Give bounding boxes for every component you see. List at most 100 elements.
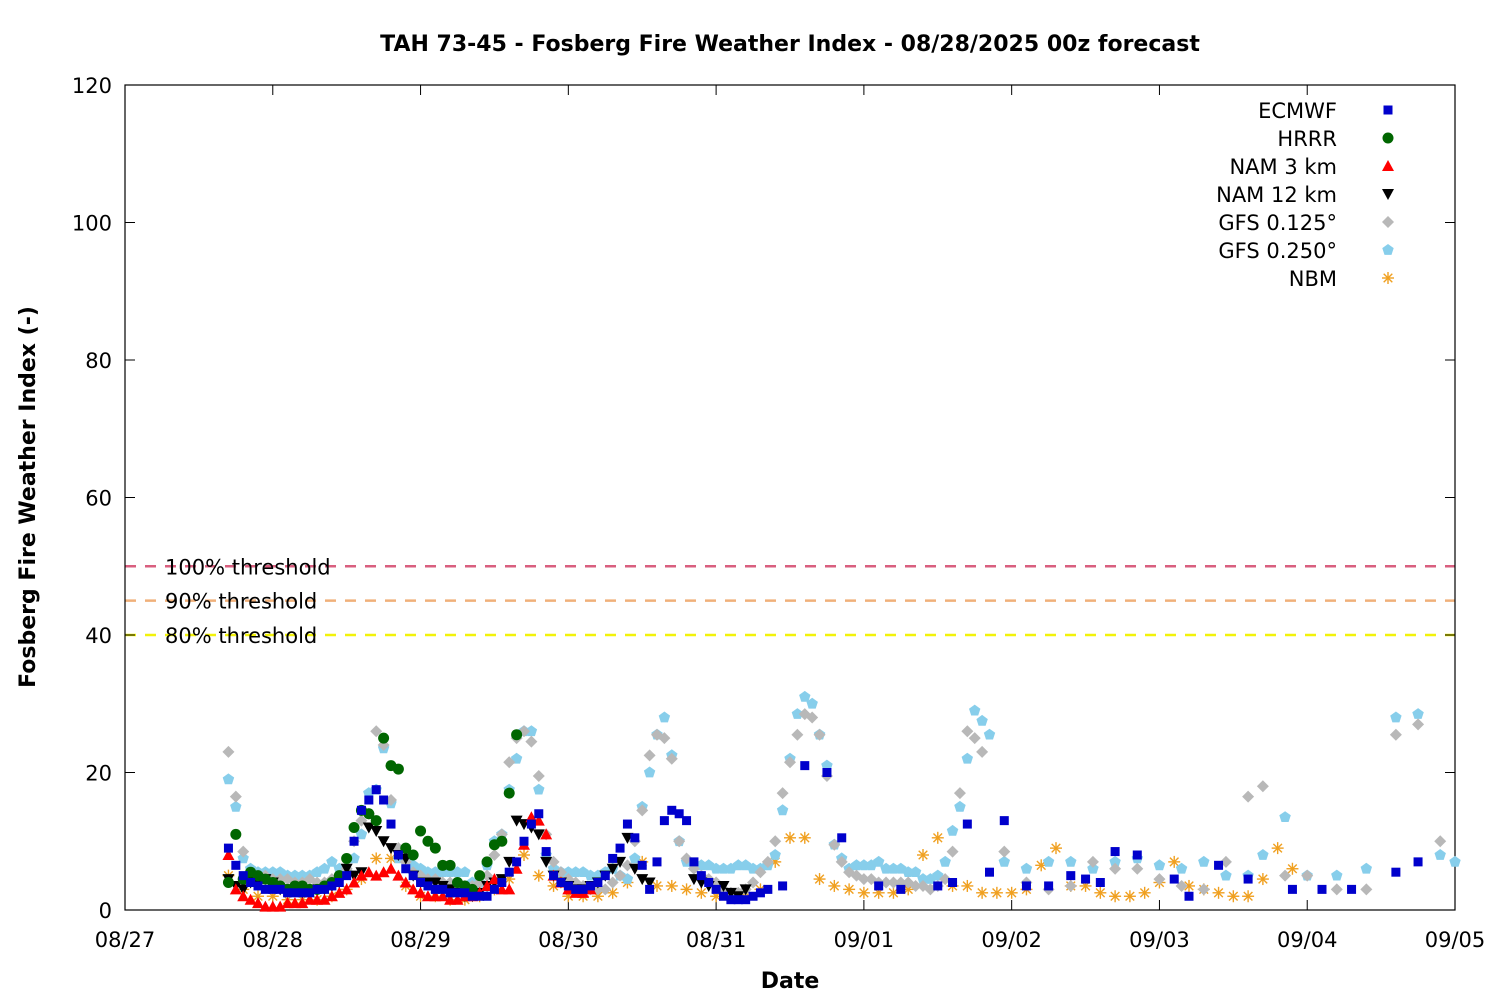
data-point [983, 728, 996, 740]
data-point [1198, 855, 1210, 867]
data-point [954, 800, 966, 812]
axes-frame [124, 84, 1456, 911]
data-point [1050, 842, 1062, 855]
data-point [348, 822, 360, 833]
legend-label: NAM 12 km [1216, 183, 1337, 207]
data-point [305, 888, 315, 898]
data-point [998, 845, 1011, 858]
data-point [570, 866, 582, 877]
data-point [364, 795, 374, 805]
data-point [733, 895, 743, 905]
data-point [475, 891, 485, 901]
data-point [362, 822, 375, 834]
data-point [1449, 855, 1461, 867]
data-point [917, 873, 929, 884]
y-tick-label: 0 [99, 899, 112, 923]
data-point [1256, 873, 1269, 886]
data-point [252, 897, 264, 909]
data-point [1081, 874, 1091, 884]
data-point [370, 725, 383, 738]
data-point [1279, 811, 1291, 822]
threshold-label: 80% threshold [165, 624, 317, 648]
data-point [416, 878, 426, 887]
data-point [563, 881, 573, 891]
data-point [525, 725, 538, 737]
data-point [386, 819, 396, 829]
legend: ECMWF HRRR NAM 3 km NAM 12 km GFS 0.125° GFS … [1216, 99, 1394, 291]
x-tick-label: 09/04 [1277, 928, 1338, 952]
data-point [1153, 873, 1166, 886]
data-point [540, 856, 553, 868]
data-point [1044, 881, 1054, 891]
data-point [953, 787, 966, 800]
data-point [933, 881, 943, 891]
data-point [525, 811, 538, 823]
data-point [636, 804, 649, 817]
data-point [850, 859, 863, 871]
data-point [223, 843, 233, 853]
data-point [571, 884, 581, 894]
data-point [1132, 850, 1142, 860]
data-point [451, 866, 464, 877]
data-point [549, 871, 559, 881]
data-point [968, 732, 981, 745]
data-point [1242, 890, 1255, 903]
data-point [1382, 216, 1394, 228]
data-point [1005, 886, 1018, 899]
data-point [407, 849, 419, 861]
data-point [355, 828, 368, 840]
data-point [754, 866, 767, 879]
data-point [460, 888, 470, 898]
data-point [1110, 847, 1120, 857]
data-point [608, 853, 618, 863]
data-point [1382, 244, 1394, 255]
data-point [761, 855, 774, 868]
data-point [1331, 869, 1343, 881]
data-point [948, 878, 958, 887]
data-point [237, 852, 249, 864]
data-point [341, 852, 353, 864]
data-point [643, 877, 656, 889]
data-point [665, 752, 678, 765]
data-point [658, 732, 671, 745]
data-point [400, 842, 412, 854]
data-point [909, 866, 922, 877]
data-point [429, 842, 441, 854]
data-point [843, 883, 856, 896]
data-point [976, 886, 989, 899]
y-tick-label: 40 [85, 624, 112, 648]
data-point [828, 879, 841, 892]
data-point [1257, 849, 1269, 860]
data-point [784, 756, 796, 769]
x-tick-label: 09/03 [1129, 928, 1190, 952]
data-point [658, 711, 671, 723]
data-point [917, 849, 929, 861]
data-point [1220, 869, 1232, 881]
data-point [474, 870, 486, 882]
data-point [1042, 855, 1055, 867]
data-point [976, 745, 989, 758]
data-point [645, 884, 655, 894]
data-point [385, 843, 397, 855]
data-point [961, 879, 974, 892]
data-point [674, 809, 684, 819]
x-tick-label: 09/01 [834, 928, 895, 952]
data-point [813, 728, 826, 741]
data-point [1382, 132, 1394, 144]
data-point [1347, 884, 1357, 894]
data-point [318, 862, 331, 874]
data-point [1153, 859, 1166, 871]
x-tick-label: 08/29 [390, 928, 451, 952]
data-point [711, 884, 721, 894]
data-point [695, 886, 708, 899]
data-point [392, 763, 404, 775]
data-point [414, 886, 427, 898]
data-point [1066, 871, 1076, 881]
data-point [444, 859, 456, 871]
series-0 [223, 761, 1423, 905]
x-tick-label: 08/31 [686, 928, 747, 952]
data-point [791, 708, 804, 719]
data-point [325, 890, 338, 902]
data-point [1197, 883, 1210, 896]
